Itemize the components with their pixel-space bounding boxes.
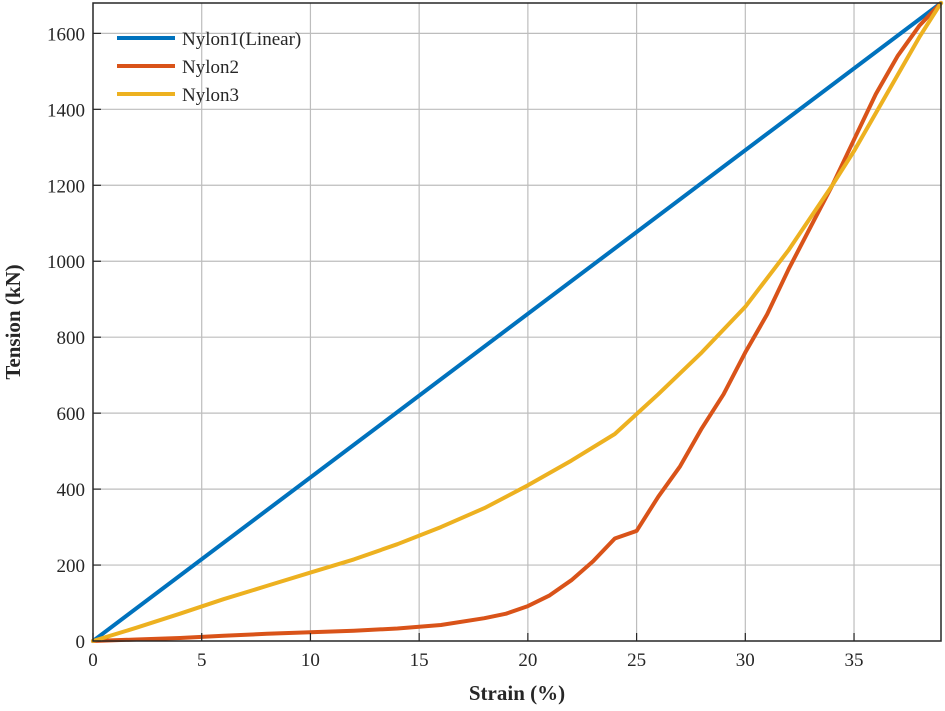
series-line-1 <box>91 1 943 643</box>
y-tick-label: 1600 <box>47 24 85 45</box>
legend: Nylon1(Linear) Nylon2 Nylon3 <box>117 29 301 106</box>
legend-label-2: Nylon2 <box>182 57 239 78</box>
x-tick-label: 35 <box>845 650 864 671</box>
series-lines <box>91 1 943 643</box>
y-tick-label: 600 <box>57 404 86 425</box>
x-tick-label: 10 <box>301 650 320 671</box>
x-tick-label: 25 <box>627 650 646 671</box>
x-tick-label: 5 <box>197 650 207 671</box>
y-tick-label: 800 <box>57 328 86 349</box>
y-tick-label: 1400 <box>47 100 85 121</box>
x-axis-title: Strain (%) <box>469 681 565 705</box>
plot-frame <box>92 2 942 642</box>
y-tick-label: 0 <box>76 632 86 653</box>
legend-label-3: Nylon3 <box>182 85 239 106</box>
legend-label-1: Nylon1(Linear) <box>182 29 301 50</box>
axis-ticks: 0 5 10 15 20 25 30 35 0 200 400 600 800 1000 1200 1400 1… <box>47 24 864 671</box>
y-axis-title: Tension (kN) <box>1 264 25 379</box>
x-tick-label: 15 <box>410 650 429 671</box>
x-tick-label: 0 <box>88 650 98 671</box>
grid-lines <box>93 3 941 641</box>
x-tick-label: 20 <box>518 650 537 671</box>
x-tick-label: 30 <box>736 650 755 671</box>
y-tick-label: 1200 <box>47 176 85 197</box>
y-tick-label: 200 <box>57 556 86 577</box>
y-tick-label: 400 <box>57 480 86 501</box>
series-line-3 <box>91 1 943 643</box>
y-tick-label: 1000 <box>47 252 85 273</box>
